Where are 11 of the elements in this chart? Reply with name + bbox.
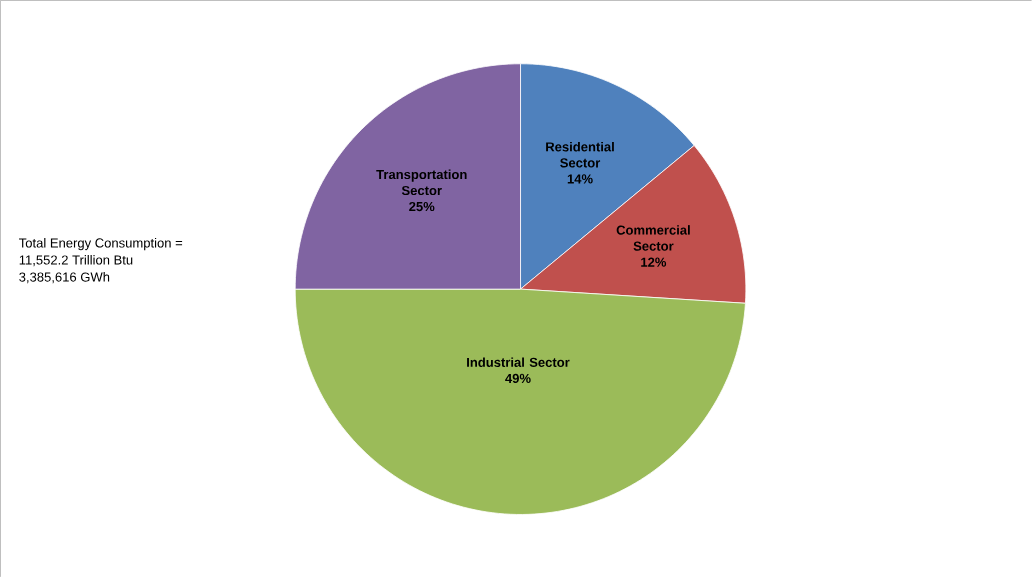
slice-label: Residential Sector — [546, 141, 614, 168]
slice-label: Transportation Sector — [376, 169, 467, 195]
data-label: 25% — [409, 201, 435, 212]
text: Total Energy Consumption = — [19, 237, 183, 251]
data-label: 12% — [641, 257, 667, 267]
data-label: 49% — [505, 373, 531, 383]
data-label: 14% — [567, 174, 593, 184]
text: 3,385,616 GWh — [19, 271, 110, 284]
slice-label: Industrial Sector — [467, 357, 570, 367]
slice-label: Commercial Sector — [616, 225, 690, 251]
text: 11,552.2 Trillion Btu — [19, 254, 133, 267]
